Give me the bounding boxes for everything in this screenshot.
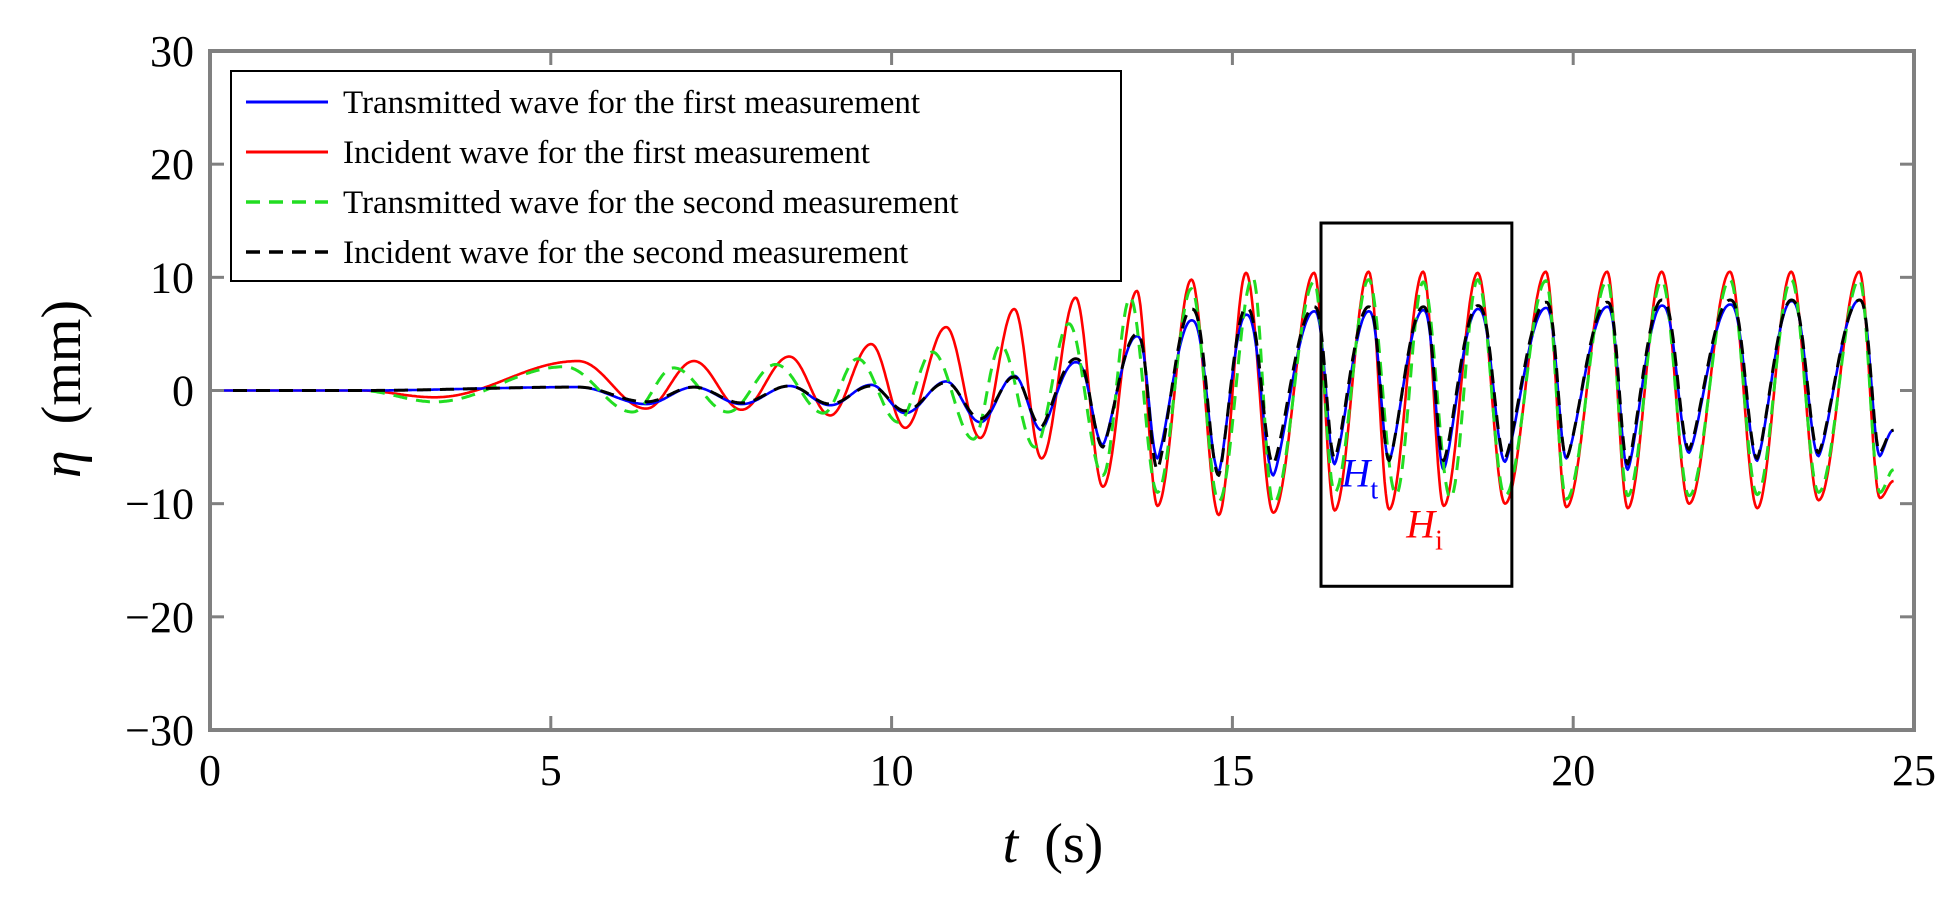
- y-axis-variable: η: [31, 450, 93, 478]
- legend-box: [230, 70, 1122, 282]
- annotation-label-t: Ht: [1340, 451, 1378, 506]
- series-layer: [209, 270, 1895, 517]
- legend-label-1: Transmitted wave for the first measureme…: [343, 85, 920, 121]
- y-axis-unit: (mm): [31, 300, 93, 424]
- y-tick-label: 30: [150, 27, 194, 76]
- y-tick-label: −10: [125, 480, 194, 529]
- annotation-layer: Ht Hi: [1319, 221, 1514, 588]
- y-axis-title: η (mm): [31, 300, 93, 478]
- series-line-4: [209, 298, 1894, 477]
- x-tick-label: 5: [540, 746, 562, 795]
- ticks-layer: 0 5 10 15 20 25 −30 −20 −10 0 10 20 30: [125, 27, 1936, 795]
- legend: Transmitted wave for the first measureme…: [230, 70, 1122, 282]
- x-tick-label: 20: [1551, 746, 1595, 795]
- y-tick-label: 20: [150, 140, 194, 189]
- legend-label-3: Transmitted wave for the second measurem…: [343, 185, 959, 221]
- y-tick-label: 0: [172, 367, 194, 416]
- y-tick-label: 10: [150, 253, 194, 302]
- x-tick-label: 10: [870, 746, 914, 795]
- legend-label-2: Incident wave for the first measurement: [343, 135, 870, 171]
- x-tick-label: 25: [1892, 746, 1936, 795]
- x-axis-variable: t: [1003, 813, 1020, 875]
- highlight-box: [1319, 221, 1514, 588]
- x-tick-label: 15: [1210, 746, 1254, 795]
- legend-label-4: Incident wave for the second measurement: [343, 235, 908, 271]
- y-tick-label: −30: [125, 706, 194, 755]
- y-tick-label: −20: [125, 593, 194, 642]
- x-axis-title: t (s): [1003, 813, 1104, 875]
- annotation-label-i: Hi: [1405, 502, 1443, 557]
- x-axis-unit: (s): [1044, 813, 1103, 875]
- x-tick-label: 0: [199, 746, 221, 795]
